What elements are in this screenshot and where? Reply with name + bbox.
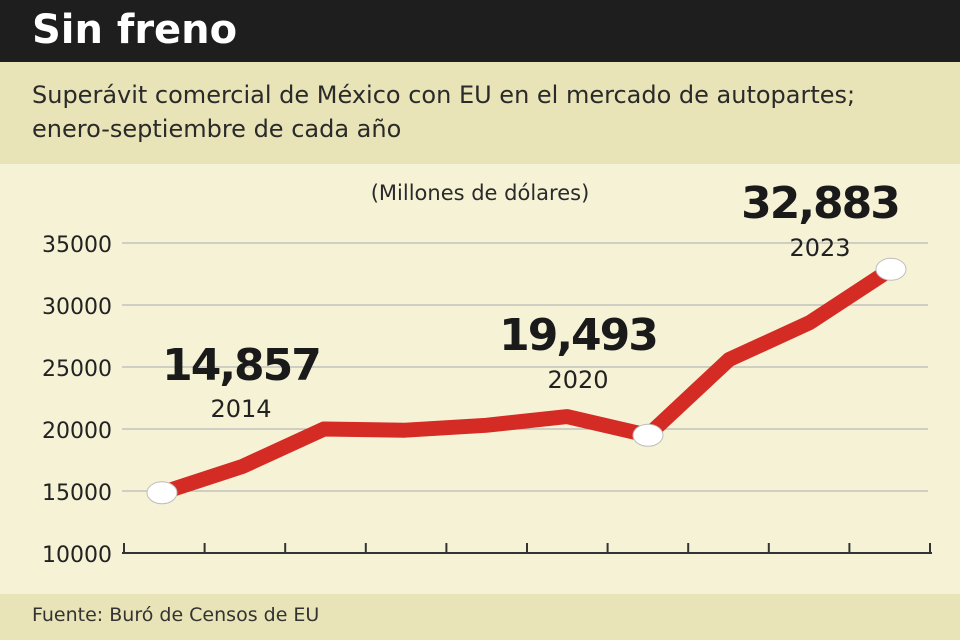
data-label-year-2020: 2020 — [547, 366, 608, 394]
y-tick-label: 10000 — [42, 543, 112, 568]
y-tick-labels: 10000 15000 20000 25000 30000 35000 — [42, 233, 112, 568]
y-tick-label: 25000 — [42, 357, 112, 382]
x-axis — [122, 543, 932, 554]
data-point-2020 — [632, 423, 664, 447]
data-point-2014 — [146, 481, 178, 505]
source-note: Fuente: Buró de Censos de EU — [32, 604, 320, 626]
y-tick-label: 20000 — [42, 419, 112, 444]
data-label-value-2023: 32,883 — [741, 178, 899, 229]
y-tick-label: 30000 — [42, 295, 112, 320]
y-tick-label: 15000 — [42, 481, 112, 506]
data-label-year-2014: 2014 — [210, 395, 271, 423]
chart-title: Sin freno — [32, 7, 238, 53]
data-point-2023 — [875, 257, 907, 281]
data-label-value-2020: 19,493 — [499, 310, 657, 361]
data-points — [146, 257, 907, 505]
plot-area — [0, 164, 960, 594]
data-label-year-2023: 2023 — [789, 234, 850, 262]
y-tick-label: 35000 — [42, 233, 112, 258]
subtitle-band: Superávit comercial de México con EU en … — [0, 62, 960, 164]
unit-label: (Millones de dólares) — [371, 181, 590, 205]
annotations: 14,857 2014 19,493 2020 32,883 2023 — [162, 178, 901, 423]
data-label-value-2014: 14,857 — [162, 340, 320, 391]
header-bar: Sin freno — [0, 0, 960, 62]
series-line — [154, 261, 899, 501]
chart-subtitle: Superávit comercial de México con EU en … — [32, 81, 856, 143]
series-line-superavit — [154, 261, 899, 501]
footer-band: Fuente: Buró de Censos de EU — [0, 594, 960, 640]
gridlines — [122, 242, 928, 492]
